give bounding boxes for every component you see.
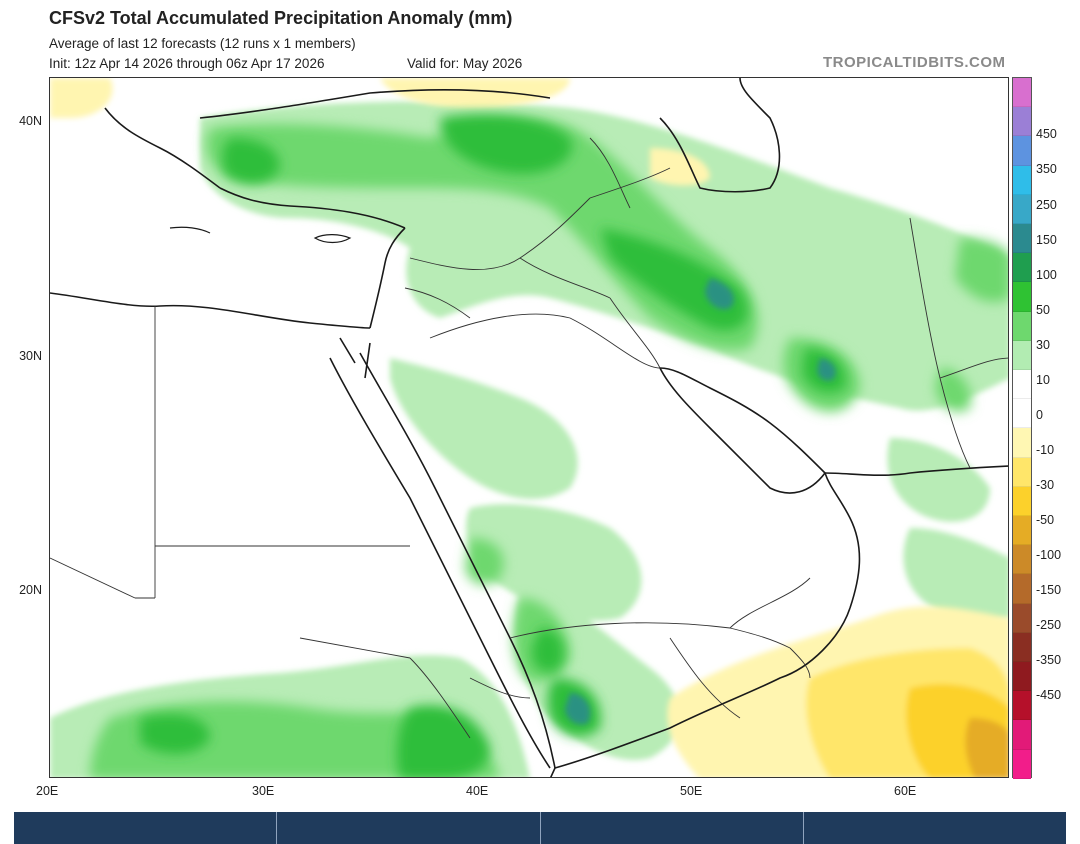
- anomaly-teal: [565, 278, 836, 725]
- colorbar-label: -50: [1036, 512, 1055, 527]
- colorbar-swatch: [1013, 457, 1031, 487]
- lat-label-40n: 40N: [19, 114, 42, 128]
- colorbar-swatch: [1013, 545, 1031, 575]
- site-credit: TROPICALTIDBITS.COM: [823, 54, 1006, 71]
- colorbar-label: -450: [1036, 688, 1062, 703]
- colorbar-swatch: [1013, 749, 1031, 779]
- colorbar-label: 30: [1036, 337, 1050, 352]
- lon-label-50e: 50E: [680, 784, 703, 798]
- anomaly-yellow: [50, 78, 1008, 777]
- init-time: Init: 12z Apr 14 2026 through 06z Apr 17…: [49, 56, 325, 71]
- colorbar-swatch: [1013, 428, 1031, 458]
- colorbar-swatch: [1013, 107, 1031, 137]
- colorbar-swatch: [1013, 662, 1031, 692]
- colorbar-swatch: [1013, 78, 1031, 108]
- lon-label-30e: 30E: [252, 784, 275, 798]
- colorbar-label: 50: [1036, 302, 1050, 317]
- colorbar-swatch: [1013, 603, 1031, 633]
- colorbar-swatch: [1013, 720, 1031, 750]
- bottom-button-1[interactable]: [14, 812, 278, 844]
- valid-time: Valid for: May 2026: [407, 56, 523, 71]
- colorbar-label: -150: [1036, 583, 1062, 598]
- islands: [169, 226, 352, 244]
- colorbar-swatch: [1013, 165, 1031, 195]
- colorbar-swatch: [1013, 370, 1031, 400]
- colorbar-swatch: [1013, 136, 1031, 166]
- colorbar-label: -350: [1036, 653, 1062, 668]
- colorbar-label: 0: [1036, 407, 1043, 422]
- colorbar-swatch: [1013, 194, 1031, 225]
- lat-label-30n: 30N: [19, 349, 42, 363]
- coastlines: [50, 78, 1008, 777]
- colorbar-label: 150: [1036, 232, 1057, 247]
- colorbar-swatch: [1013, 632, 1031, 663]
- colorbar-label: -100: [1036, 548, 1062, 563]
- colorbar-label: 250: [1036, 197, 1057, 212]
- colorbar-swatch: [1013, 311, 1031, 341]
- colorbar-swatch: [1013, 574, 1031, 604]
- map-canvas: [50, 78, 1008, 777]
- colorbar-swatch: [1013, 516, 1031, 546]
- bottom-button-4[interactable]: [804, 812, 1066, 844]
- colorbar-label: 450: [1036, 127, 1057, 142]
- colorbar-label: 350: [1036, 162, 1057, 177]
- colorbar-swatch: [1013, 486, 1031, 517]
- lon-label-20e: 20E: [36, 784, 59, 798]
- colorbar-label: 10: [1036, 372, 1050, 387]
- colorbar-swatch: [1013, 282, 1031, 312]
- lon-label-40e: 40E: [466, 784, 489, 798]
- colorbar-swatch: [1013, 340, 1031, 371]
- borders: [50, 137, 1008, 739]
- colorbar-label: -10: [1036, 442, 1055, 457]
- bottom-button-2[interactable]: [277, 812, 541, 844]
- map-title: CFSv2 Total Accumulated Precipitation An…: [49, 8, 513, 28]
- colorbar-swatch: [1013, 691, 1031, 721]
- colorbar: [1012, 77, 1032, 779]
- colorbar-swatch: [1013, 399, 1031, 429]
- bottom-toolbar: [14, 812, 1066, 844]
- colorbar-swatch: [1013, 224, 1031, 254]
- colorbar-label: -250: [1036, 618, 1062, 633]
- lat-label-20n: 20N: [19, 583, 42, 597]
- precipitation-map: [49, 77, 1009, 778]
- bottom-button-3[interactable]: [541, 812, 804, 844]
- lon-label-60e: 60E: [894, 784, 917, 798]
- colorbar-swatch: [1013, 253, 1031, 283]
- colorbar-label: -30: [1036, 477, 1055, 492]
- map-subtitle: Average of last 12 forecasts (12 runs x …: [49, 36, 356, 51]
- colorbar-label: 100: [1036, 267, 1057, 282]
